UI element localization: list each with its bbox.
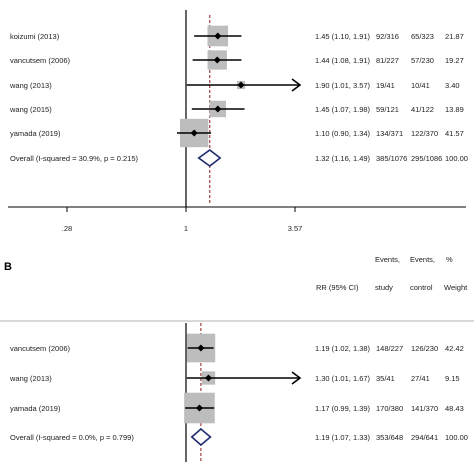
study-events-treatment: 92/316 [376, 32, 399, 41]
ci-arrow-icon [291, 371, 302, 385]
study-point-estimate [197, 344, 205, 352]
study-point-estimate [214, 105, 222, 113]
header-rr-ci: RR (95% CI) [316, 283, 359, 292]
header-events-study-line1: Events, [375, 255, 400, 264]
study-label: yamada (2019) [10, 404, 61, 413]
study-label: vancutsem (2006) [10, 344, 71, 353]
panel-a [8, 10, 466, 208]
study-rr-ci: 1.45 (1.10, 1.91) [315, 32, 371, 41]
study-label: yamada (2019) [10, 129, 61, 138]
study-events-control: 126/230 [411, 344, 438, 353]
overall-weight: 100.00 [445, 154, 468, 163]
study-events-treatment: 35/41 [376, 374, 395, 383]
chart-marks: koizumi (2013) 1.45 (1.10, 1.91) 92/316 65/… [9, 15, 468, 462]
overall-rr-ci: 1.19 (1.07, 1.33) [315, 433, 371, 442]
study-weight: 48.43 [445, 404, 464, 413]
study-point-estimate [190, 129, 198, 137]
header-weight-line1: % [446, 255, 453, 264]
study-weight: 9.15 [445, 374, 460, 383]
study-events-treatment: 134/371 [376, 129, 403, 138]
header-events-control-line2: control [410, 283, 433, 292]
x-axis-tick-label: 1 [184, 224, 188, 233]
study-rr-ci: 1.17 (0.99, 1.39) [315, 404, 371, 413]
overall-events-control: 295/1086 [411, 154, 442, 163]
study-label: wang (2013) [9, 81, 52, 90]
overall-rr-ci: 1.32 (1.16, 1.49) [315, 154, 371, 163]
study-events-treatment: 81/227 [376, 56, 399, 65]
study-label: koizumi (2013) [10, 32, 60, 41]
study-events-treatment: 170/380 [376, 404, 403, 413]
study-events-treatment: 59/121 [376, 105, 399, 114]
study-weight: 21.87 [445, 32, 464, 41]
study-weight: 13.89 [445, 105, 464, 114]
study-events-control: 27/41 [411, 374, 430, 383]
study-rr-ci: 1.30 (1.01, 1.67) [315, 374, 371, 383]
overall-diamond [197, 149, 222, 167]
study-point-estimate [204, 374, 212, 382]
header-events-control-line1: Events, [410, 255, 435, 264]
header-events-study-line2: study [375, 283, 393, 292]
study-point-estimate [195, 404, 203, 412]
overall-events-control: 294/641 [411, 433, 438, 442]
overall-diamond [190, 427, 212, 447]
study-events-control: 141/370 [411, 404, 438, 413]
study-point-estimate [214, 32, 222, 40]
x-axis-tick-label: 3.57 [288, 224, 303, 233]
study-events-treatment: 19/41 [376, 81, 395, 90]
study-label: vancutsem (2006) [10, 56, 71, 65]
study-rr-ci: 1.19 (1.02, 1.38) [315, 344, 371, 353]
study-events-control: 57/230 [411, 56, 434, 65]
x-axis-tick-label: .28 [62, 224, 72, 233]
panel-b: B Events, Events, % RR (95% CI) study co… [0, 255, 474, 462]
study-weight: 19.27 [445, 56, 464, 65]
overall-label: Overall (I-squared = 0.0%, p = 0.799) [10, 433, 134, 442]
study-events-control: 41/122 [411, 105, 434, 114]
study-events-control: 10/41 [411, 81, 430, 90]
overall-label: Overall (I-squared = 30.9%, p = 0.215) [10, 154, 138, 163]
study-events-control: 122/370 [411, 129, 438, 138]
ci-arrow-icon [291, 78, 302, 92]
overall-events-treatment: 353/648 [376, 433, 403, 442]
study-weight: 41.57 [445, 129, 464, 138]
study-label: wang (2015) [9, 105, 52, 114]
study-rr-ci: 1.45 (1.07, 1.98) [315, 105, 371, 114]
header-weight-line2: Weight [444, 283, 468, 292]
study-rr-ci: 1.10 (0.90, 1.34) [315, 129, 371, 138]
overall-weight: 100.00 [445, 433, 468, 442]
study-weight: 42.42 [445, 344, 464, 353]
study-rr-ci: 1.44 (1.08, 1.91) [315, 56, 371, 65]
overall-events-treatment: 385/1076 [376, 154, 407, 163]
study-events-control: 65/323 [411, 32, 434, 41]
study-weight: 3.40 [445, 81, 460, 90]
study-rr-ci: 1.90 (1.01, 3.57) [315, 81, 371, 90]
study-point-estimate [237, 81, 245, 89]
study-point-estimate [213, 56, 221, 64]
study-label: wang (2013) [9, 374, 52, 383]
panel-b-label: B [4, 261, 12, 273]
study-events-treatment: 148/227 [376, 344, 403, 353]
